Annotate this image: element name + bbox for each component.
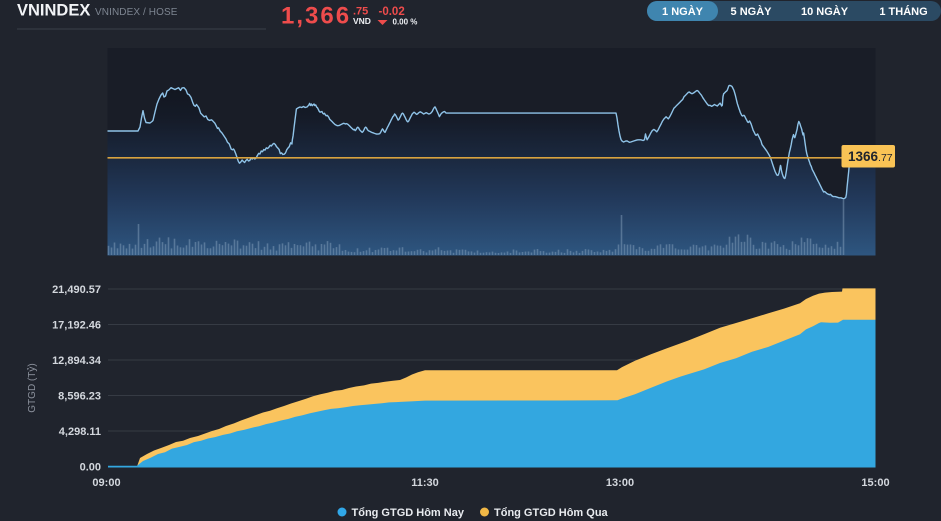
svg-text:17,192.46: 17,192.46 — [52, 319, 101, 331]
svg-text:1366.77: 1366.77 — [848, 149, 893, 164]
svg-text:VND: VND — [353, 16, 371, 26]
svg-text:0.00: 0.00 — [80, 461, 101, 473]
svg-text:10 NGÀY: 10 NGÀY — [801, 5, 849, 18]
svg-text:Tổng GTGD Hôm Nay: Tổng GTGD Hôm Nay — [352, 507, 465, 519]
svg-text:1 NGÀY: 1 NGÀY — [662, 5, 704, 18]
svg-text:5 NGÀY: 5 NGÀY — [731, 5, 773, 18]
svg-text:21,490.57: 21,490.57 — [52, 284, 101, 296]
svg-text:VNINDEX / HOSE: VNINDEX / HOSE — [95, 7, 178, 18]
svg-text:13:00: 13:00 — [606, 477, 634, 489]
svg-text:11:30: 11:30 — [411, 477, 439, 489]
svg-text:1,366: 1,366 — [281, 3, 351, 30]
svg-text:09:00: 09:00 — [92, 477, 120, 489]
svg-text:4,298.11: 4,298.11 — [59, 426, 101, 438]
svg-text:12,894.34: 12,894.34 — [52, 355, 102, 367]
svg-text:VNINDEX: VNINDEX — [17, 2, 90, 20]
svg-text:Tổng GTGD Hôm Qua: Tổng GTGD Hôm Qua — [494, 507, 609, 519]
svg-text:0.00 %: 0.00 % — [393, 18, 418, 27]
svg-text:8,596.23: 8,596.23 — [58, 390, 101, 402]
svg-text:.75: .75 — [353, 6, 368, 18]
svg-text:1 THÁNG: 1 THÁNG — [879, 5, 927, 18]
svg-text:15:00: 15:00 — [861, 477, 889, 489]
svg-text:-0.02: -0.02 — [379, 6, 405, 18]
svg-text:GTGD (Tỷ): GTGD (Tỷ) — [26, 363, 38, 412]
